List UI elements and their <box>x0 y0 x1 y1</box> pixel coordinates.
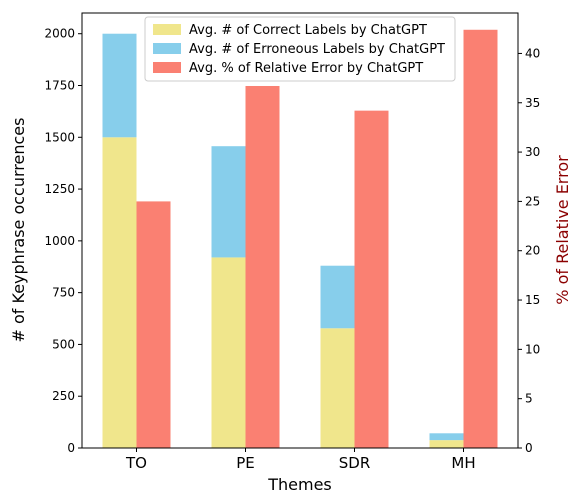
y-tick-label-1250: 1250 <box>44 182 75 196</box>
bar-erroneous-mh <box>429 433 464 441</box>
y2-tick-label-40: 40 <box>525 46 540 60</box>
y2-tick-label-25: 25 <box>525 194 540 208</box>
bar-relative-error-mh <box>463 29 498 448</box>
bar-correct-pe <box>211 257 246 448</box>
y-tick-label-0: 0 <box>67 441 75 455</box>
y-tick-label-1000: 1000 <box>44 234 75 248</box>
y-tick-label-500: 500 <box>52 337 75 351</box>
x-tick-label-mh: MH <box>451 454 475 472</box>
y2-tick-label-5: 5 <box>525 392 533 406</box>
y-tick-label-750: 750 <box>52 286 75 300</box>
legend-swatch-2 <box>153 62 181 73</box>
y2-tick-label-0: 0 <box>525 441 533 455</box>
y-tick-label-1500: 1500 <box>44 130 75 144</box>
bar-correct-sdr <box>320 328 355 448</box>
y-tick-label-2000: 2000 <box>44 27 75 41</box>
y-tick-label-250: 250 <box>52 389 75 403</box>
y2-tick-label-20: 20 <box>525 244 540 258</box>
legend-label-0: Avg. # of Correct Labels by ChatGPT <box>189 23 427 38</box>
legend-label-1: Avg. # of Erroneous Labels by ChatGPT <box>189 42 445 57</box>
y2-tick-label-15: 15 <box>525 293 540 307</box>
y2-tick-label-10: 10 <box>525 342 540 356</box>
y2-tick-label-35: 35 <box>525 96 540 110</box>
legend: Avg. # of Correct Labels by ChatGPT Avg. … <box>144 16 456 82</box>
bar-erroneous-sdr <box>320 265 355 329</box>
plot-frame <box>81 12 519 449</box>
y2-axis-title: % of Relative Error <box>553 155 571 305</box>
axes-layer: TO PE SDR MH 0 250 500 750 1000 1250 1500 1750 2000 0… <box>44 12 540 472</box>
bars-layer <box>102 29 498 449</box>
bar-relative-error-pe <box>245 85 280 448</box>
y-axis-title: # of Keyphrase occurrences <box>9 118 28 343</box>
legend-swatch-0 <box>153 24 181 35</box>
x-tick-label-sdr: SDR <box>339 454 371 472</box>
bar-correct-to <box>102 137 137 449</box>
y-tick-label-1750: 1750 <box>44 79 75 93</box>
bar-erroneous-pe <box>211 146 246 258</box>
x-tick-label-to: TO <box>125 454 147 472</box>
y2-tick-label-30: 30 <box>525 145 540 159</box>
bar-relative-error-sdr <box>354 110 389 448</box>
legend-box <box>144 16 456 82</box>
x-axis-title: Themes <box>267 475 332 491</box>
x-tick-label-pe: PE <box>236 454 255 472</box>
bar-relative-error-to <box>136 201 171 448</box>
legend-swatch-1 <box>153 43 181 54</box>
bar-correct-mh <box>429 440 464 448</box>
bar-erroneous-to <box>102 33 137 138</box>
legend-label-2: Avg. % of Relative Error by ChatGPT <box>189 61 423 76</box>
